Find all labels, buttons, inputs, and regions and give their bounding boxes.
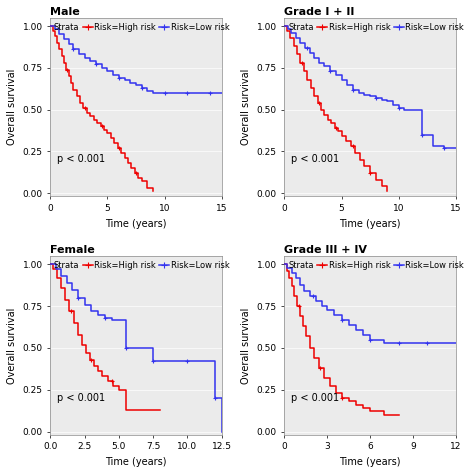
Y-axis label: Overall survival: Overall survival	[7, 307, 17, 383]
Text: Male: Male	[50, 7, 80, 17]
Text: Female: Female	[50, 246, 95, 255]
Text: Grade I + II: Grade I + II	[284, 7, 355, 17]
Legend: Strata, Risk=High risk, Risk=Low risk: Strata, Risk=High risk, Risk=Low risk	[41, 22, 231, 33]
X-axis label: Time (years): Time (years)	[105, 219, 167, 228]
X-axis label: Time (years): Time (years)	[339, 219, 401, 228]
Text: p < 0.001: p < 0.001	[57, 155, 105, 164]
X-axis label: Time (years): Time (years)	[105, 457, 167, 467]
Legend: Strata, Risk=High risk, Risk=Low risk: Strata, Risk=High risk, Risk=Low risk	[275, 260, 465, 271]
Y-axis label: Overall survival: Overall survival	[241, 307, 251, 383]
Text: p < 0.001: p < 0.001	[292, 392, 339, 403]
Text: Grade III + IV: Grade III + IV	[284, 246, 367, 255]
Y-axis label: Overall survival: Overall survival	[7, 69, 17, 146]
Legend: Strata, Risk=High risk, Risk=Low risk: Strata, Risk=High risk, Risk=Low risk	[41, 260, 231, 271]
X-axis label: Time (years): Time (years)	[339, 457, 401, 467]
Text: p < 0.001: p < 0.001	[292, 155, 339, 164]
Text: p < 0.001: p < 0.001	[57, 392, 105, 403]
Legend: Strata, Risk=High risk, Risk=Low risk: Strata, Risk=High risk, Risk=Low risk	[275, 22, 465, 33]
Y-axis label: Overall survival: Overall survival	[241, 69, 251, 146]
